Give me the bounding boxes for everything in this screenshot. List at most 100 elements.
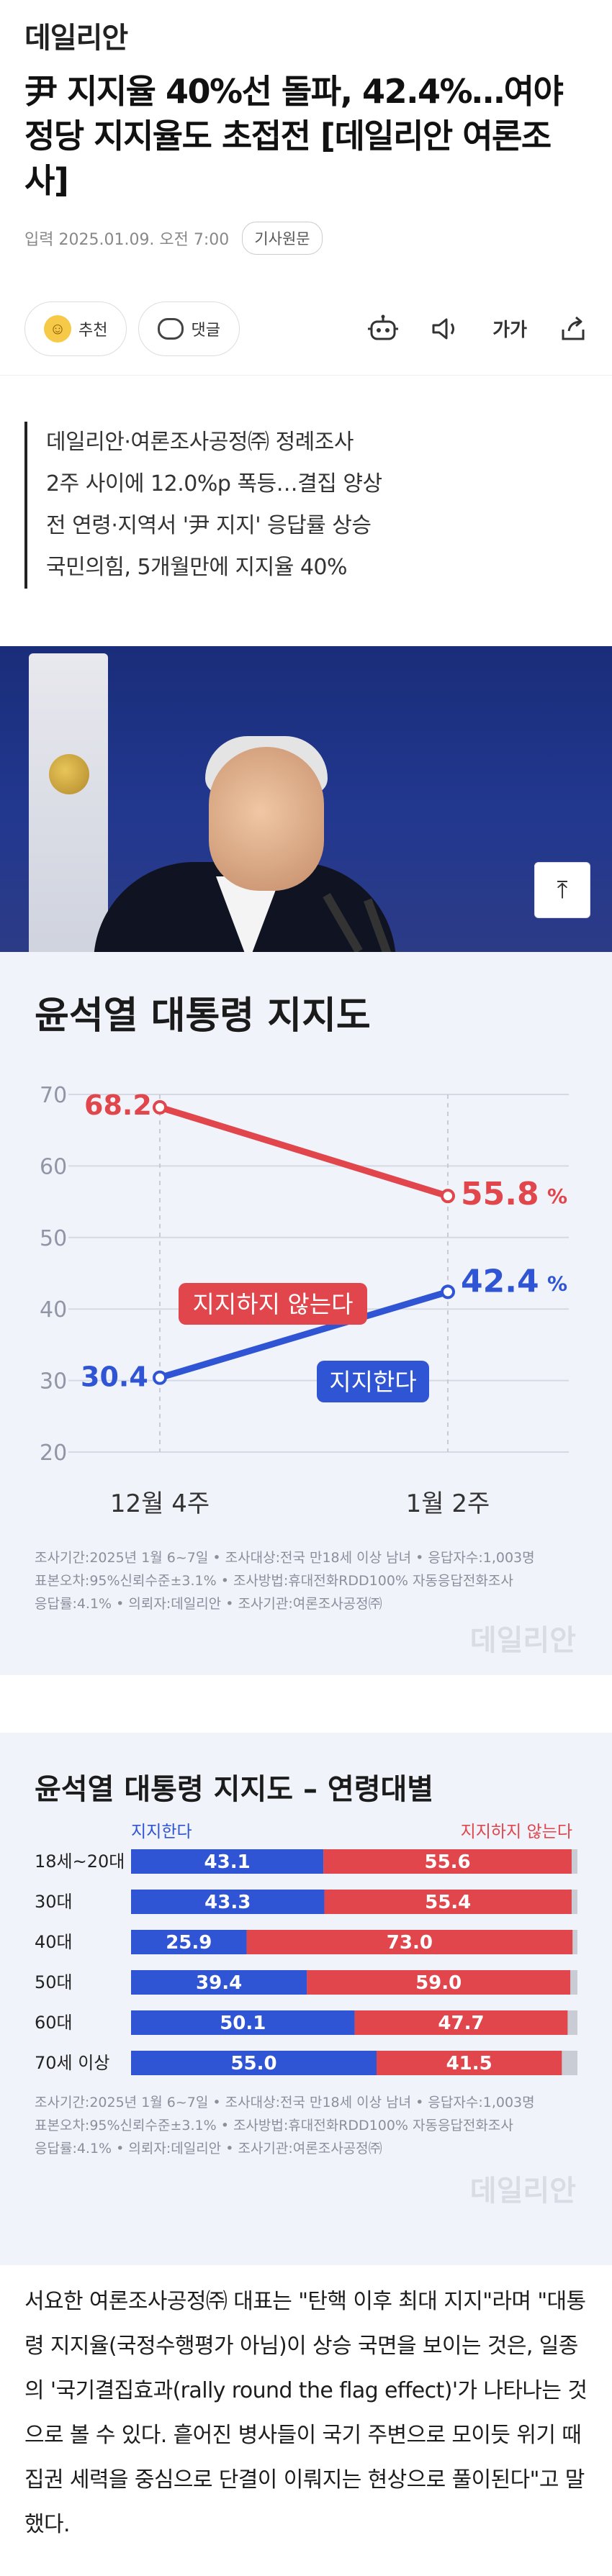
chart-watermark: 데일리안	[470, 2174, 576, 2208]
summary-line: 전 연령·지역서 '尹 지지' 응답률 상승	[46, 513, 372, 538]
y-tick-label: 70	[40, 1083, 67, 1108]
speaker-figure-head	[209, 747, 324, 891]
summary-line: 데일리안·여론조사공정㈜ 정례조사	[46, 430, 354, 455]
data-label: 55.8	[461, 1176, 539, 1212]
chart-note: 조사기간:2025년 1월 6~7일 • 조사대상:전국 만18세 이상 남녀 …	[35, 2095, 535, 2110]
bar-support	[131, 1849, 324, 1874]
comment-icon	[158, 317, 184, 340]
bar-value-label: 43.1	[204, 1851, 251, 1873]
data-point	[153, 1099, 167, 1115]
reaction-group: ☺ 추천 댓글	[24, 301, 240, 356]
category-label: 30대	[35, 1892, 73, 1912]
series-callout-label: 지지한다	[329, 1368, 416, 1396]
bar-value-label: 73.0	[387, 1932, 433, 1954]
series-line	[158, 1289, 449, 1381]
scroll-top-button[interactable]: ⤒	[534, 862, 590, 918]
chart-watermark: 데일리안	[470, 1624, 576, 1657]
summary-line: 2주 사이에 12.0%p 폭등…결집 양상	[46, 471, 382, 496]
robot-icon[interactable]	[367, 314, 399, 343]
recommend-button[interactable]: ☺ 추천	[24, 301, 127, 356]
article-toolbar: ☺ 추천 댓글 가가	[0, 282, 612, 376]
comment-button[interactable]: 댓글	[138, 301, 240, 356]
summary-line: 국민의힘, 5개월만에 지지율 40%	[46, 555, 348, 580]
data-point	[441, 1189, 455, 1204]
share-icon[interactable]	[559, 315, 588, 343]
bar-oppose	[246, 1930, 573, 1954]
speaker-icon[interactable]	[431, 316, 461, 342]
top-bar: 데일리안	[0, 0, 612, 69]
bar-value-label: 47.7	[438, 2013, 484, 2034]
x-tick-label: 12월 4주	[110, 1489, 210, 1518]
data-label: 68.2	[84, 1089, 152, 1121]
unit-label: %	[547, 1271, 567, 1295]
article-meta: 입력 2025.01.09. 오전 7:00 기사원문	[0, 203, 612, 260]
bar-value-label: 39.4	[196, 1972, 242, 1994]
data-label: 42.4	[461, 1263, 539, 1300]
chart-title: 윤석열 대통령 지지도 – 연령대별	[35, 1773, 433, 1806]
bar-support	[131, 2010, 355, 2035]
chart-note: 표본오차:95%신뢰수준±3.1% • 조사방법:휴대전화RDD100% 자동응…	[35, 2118, 513, 2133]
y-tick-label: 50	[40, 1226, 67, 1251]
category-label: 18세~20대	[35, 1851, 125, 1872]
line-chart-card: 윤석열 대통령 지지도 20 30 40 50 60 70 12월 4주 1월 2주 68.2 55…	[0, 952, 612, 1675]
bar-value-label: 55.0	[230, 2053, 276, 2074]
bar-value-label: 50.1	[220, 2013, 266, 2034]
bar-support	[131, 2051, 377, 2075]
bar-support	[131, 1970, 307, 1995]
series-callout-box	[179, 1283, 367, 1325]
article-body: 서요한 여론조사공정㈜ 대표는 "탄핵 이후 최대 지지"라며 "대통령 지지율…	[24, 2289, 588, 2537]
bar-value-label: 55.4	[425, 1892, 471, 1913]
data-label: 30.4	[81, 1361, 148, 1393]
category-label: 70세 이상	[35, 2053, 109, 2073]
bar-oppose	[354, 2010, 568, 2035]
bar-oppose	[323, 1849, 572, 1874]
series-callout-label: 지지하지 않는다	[192, 1290, 353, 1318]
font-size-icon[interactable]: 가가	[492, 319, 527, 341]
comment-label: 댓글	[191, 320, 220, 339]
bar-support	[131, 1890, 325, 1914]
flag-shape	[29, 653, 108, 952]
y-tick-label: 20	[40, 1441, 67, 1466]
bar-value-label: 41.5	[446, 2053, 492, 2074]
chart-title: 윤석열 대통령 지지도	[35, 994, 371, 1038]
chart-note: 응답률:4.1% • 의뢰자:데일리안 • 조사기관:여론조사공정㈜	[35, 2141, 382, 2157]
legend-label: 지지하지 않는다	[461, 1823, 572, 1841]
category-label: 40대	[35, 1932, 73, 1952]
section-gap	[0, 1675, 612, 1704]
bar-value-label: 59.0	[415, 1972, 462, 1994]
data-point	[441, 1284, 455, 1300]
arrow-up-icon: ⤒	[557, 876, 568, 904]
recommend-label: 추천	[78, 320, 108, 339]
bar-oppose	[307, 1970, 571, 1995]
x-tick-label: 1월 2주	[406, 1489, 490, 1518]
chart-note: 표본오차:95%신뢰수준±3.1% • 조사방법:휴대전화RDD100% 자동응…	[35, 1573, 513, 1589]
bar-oppose	[377, 2051, 562, 2075]
y-tick-label: 60	[40, 1154, 67, 1179]
chart-note: 응답률:4.1% • 의뢰자:데일리안 • 조사기관:여론조사공정㈜	[35, 1596, 382, 1612]
article-summary: 데일리안·여론조사공정㈜ 정례조사 2주 사이에 12.0%p 폭등…결집 양상…	[24, 422, 588, 589]
flag-emblem	[49, 754, 89, 794]
series-line	[158, 1104, 449, 1199]
bar-oppose	[324, 1890, 572, 1914]
category-label: 60대	[35, 2013, 73, 2033]
category-label: 50대	[35, 1972, 73, 1992]
data-point	[153, 1370, 167, 1385]
y-tick-label: 30	[40, 1369, 67, 1394]
unit-label: %	[547, 1184, 567, 1208]
article-headline: 尹 지지율 40%선 돌파, 42.4%…여야 정당 지지율도 초접전 [데일리…	[24, 72, 564, 200]
bar-value-label: 25.9	[166, 1932, 212, 1954]
bar-support	[131, 1930, 247, 1954]
site-logo[interactable]: 데일리안	[24, 22, 128, 55]
smile-icon: ☺	[44, 314, 71, 343]
bar-value-label: 43.3	[204, 1892, 251, 1913]
legend-label: 지지한다	[131, 1823, 192, 1841]
bar-value-label: 55.6	[425, 1851, 471, 1873]
series-callout-box	[317, 1361, 429, 1402]
tool-icons: 가가	[367, 314, 588, 343]
publish-date: 입력 2025.01.09. 오전 7:00	[24, 231, 230, 249]
original-article-button[interactable]: 기사원문	[242, 222, 323, 255]
chart-note: 조사기간:2025년 1월 6~7일 • 조사대상:전국 만18세 이상 남녀 …	[35, 1550, 535, 1566]
article-photo: ⤒	[0, 646, 612, 952]
